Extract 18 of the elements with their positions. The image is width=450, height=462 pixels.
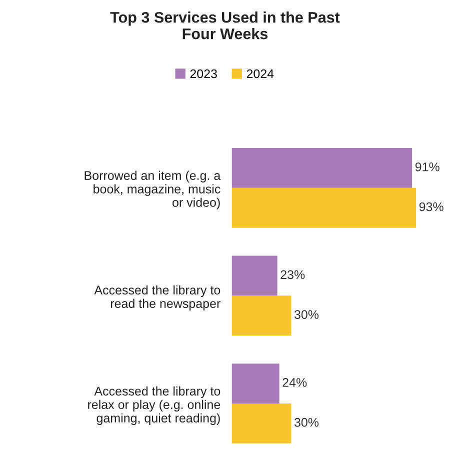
legend-label: 2023: [190, 69, 217, 78]
y-tick-label: Borrowed an item (e.g. a book, magazine, music or video): [84, 170, 221, 210]
data-label: 93%: [419, 202, 444, 212]
data-label: 24%: [282, 378, 307, 387]
legend-label: 2024: [246, 69, 274, 78]
bar: [232, 364, 280, 404]
data-label: 30%: [294, 418, 319, 427]
bar: [232, 148, 412, 188]
chart-title: Top 3 Services Used in the Past Four Weeks: [110, 12, 340, 40]
data-label: 30%: [294, 310, 319, 319]
bar: [232, 403, 292, 444]
y-tick-label: Accessed the library to read the newspaper: [94, 285, 220, 310]
bar: [232, 256, 278, 296]
bar: [232, 188, 416, 228]
bar: [232, 296, 292, 336]
data-label: 91%: [415, 162, 440, 172]
y-tick-label: Accessed the library to relax or play (e.g. online gaming, quiet reading): [88, 386, 220, 425]
data-label: 23%: [280, 270, 305, 280]
